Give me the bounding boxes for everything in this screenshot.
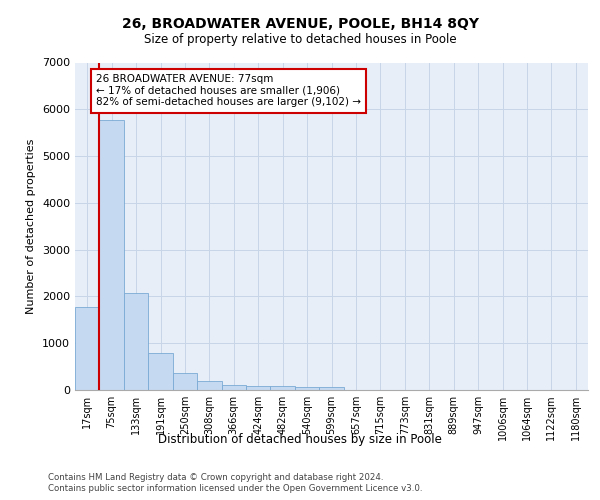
Text: 26 BROADWATER AVENUE: 77sqm
← 17% of detached houses are smaller (1,906)
82% of : 26 BROADWATER AVENUE: 77sqm ← 17% of det… — [96, 74, 361, 108]
Bar — [197, 380, 221, 390]
Text: 26, BROADWATER AVENUE, POOLE, BH14 8QY: 26, BROADWATER AVENUE, POOLE, BH14 8QY — [121, 18, 479, 32]
Bar — [75, 306, 100, 390]
Text: Contains public sector information licensed under the Open Government Licence v3: Contains public sector information licen… — [48, 484, 422, 493]
Text: Size of property relative to detached houses in Poole: Size of property relative to detached ho… — [143, 32, 457, 46]
Bar — [100, 120, 124, 390]
Text: Distribution of detached houses by size in Poole: Distribution of detached houses by size … — [158, 432, 442, 446]
Bar — [173, 373, 197, 390]
Bar — [295, 387, 319, 390]
Bar — [246, 386, 271, 390]
Bar — [319, 387, 344, 390]
Bar — [221, 385, 246, 390]
Bar — [148, 352, 173, 390]
Bar — [271, 386, 295, 390]
Bar — [124, 292, 148, 390]
Y-axis label: Number of detached properties: Number of detached properties — [26, 138, 37, 314]
Text: Contains HM Land Registry data © Crown copyright and database right 2024.: Contains HM Land Registry data © Crown c… — [48, 472, 383, 482]
